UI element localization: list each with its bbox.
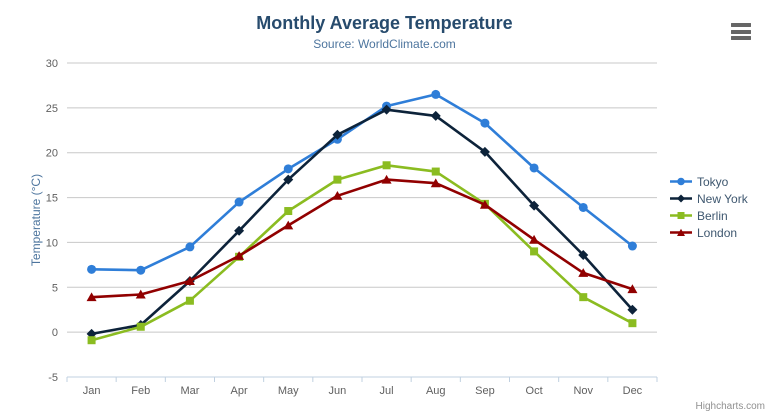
data-point-london[interactable]: [479, 199, 490, 209]
data-point-london[interactable]: [430, 178, 441, 188]
data-point-london[interactable]: [184, 276, 195, 286]
data-point-new-york[interactable]: [381, 104, 392, 115]
data-point-tokyo[interactable]: [283, 164, 293, 174]
export-menu-button[interactable]: [728, 20, 754, 43]
data-point-tokyo[interactable]: [578, 202, 588, 212]
data-point-berlin[interactable]: [431, 167, 440, 176]
data-point-new-york[interactable]: [332, 129, 343, 140]
series-line-new-york[interactable]: [90, 108, 634, 336]
legend-item-london[interactable]: London: [670, 224, 748, 241]
legend: Tokyo New York Berlin London: [670, 173, 748, 241]
legend-item-tokyo[interactable]: Tokyo: [670, 173, 748, 190]
y-axis-label: 10: [46, 237, 58, 249]
x-axis-label: Feb: [131, 385, 150, 397]
data-point-london[interactable]: [283, 220, 294, 230]
data-point-tokyo[interactable]: [136, 265, 146, 275]
x-axis-label: Oct: [526, 385, 543, 397]
data-point-london[interactable]: [529, 234, 540, 244]
data-point-berlin[interactable]: [136, 322, 145, 331]
hamburger-icon: [731, 23, 751, 40]
y-axis-label: 30: [46, 58, 58, 70]
y-axis-label: 25: [46, 103, 58, 115]
data-point-tokyo[interactable]: [529, 163, 539, 173]
data-point-new-york[interactable]: [627, 304, 638, 315]
x-axis-label: Sep: [475, 385, 495, 397]
legend-label: New York: [697, 191, 748, 206]
data-point-london[interactable]: [135, 289, 146, 299]
legend-marker-diamond-icon: [670, 194, 692, 203]
data-point-london[interactable]: [627, 284, 638, 294]
x-axis-label: Apr: [231, 385, 248, 397]
legend-label: Berlin: [697, 208, 728, 223]
y-axis-label: 15: [46, 193, 58, 205]
data-point-berlin[interactable]: [185, 296, 194, 305]
x-axis-label: Dec: [623, 385, 643, 397]
data-point-tokyo[interactable]: [185, 242, 195, 252]
data-point-london[interactable]: [234, 251, 245, 260]
y-axis-label: 0: [52, 327, 58, 339]
data-point-london[interactable]: [332, 190, 343, 200]
y-axis-label: 20: [46, 148, 58, 160]
data-point-berlin[interactable]: [530, 247, 539, 256]
legend-marker-square-icon: [670, 212, 692, 219]
chart-title: Monthly Average Temperature: [256, 13, 513, 33]
data-point-berlin[interactable]: [628, 319, 637, 328]
y-axis-title: Temperature (°C): [29, 173, 43, 267]
data-point-new-york[interactable]: [578, 249, 589, 260]
data-point-new-york[interactable]: [479, 146, 490, 157]
data-point-new-york[interactable]: [430, 110, 441, 121]
x-axis-label: Nov: [573, 385, 593, 397]
data-point-berlin[interactable]: [87, 336, 96, 345]
data-point-berlin[interactable]: [333, 175, 342, 184]
legend-label: Tokyo: [697, 174, 729, 189]
data-point-london[interactable]: [381, 174, 392, 184]
x-axis-label: May: [278, 385, 299, 397]
legend-item-berlin[interactable]: Berlin: [670, 207, 748, 224]
data-point-tokyo[interactable]: [234, 197, 244, 207]
data-point-berlin[interactable]: [382, 161, 391, 170]
data-point-tokyo[interactable]: [431, 89, 441, 99]
data-point-london[interactable]: [86, 292, 97, 302]
x-axis-label: Jun: [329, 385, 347, 397]
data-point-new-york[interactable]: [234, 225, 245, 236]
data-point-berlin[interactable]: [284, 207, 293, 216]
data-point-new-york[interactable]: [529, 200, 540, 211]
data-point-new-york[interactable]: [283, 174, 294, 185]
series-line-tokyo[interactable]: [90, 93, 634, 272]
data-point-london[interactable]: [578, 268, 589, 277]
x-axis-label: Jan: [83, 385, 101, 397]
data-point-tokyo[interactable]: [87, 264, 97, 274]
legend-item-new-york[interactable]: New York: [670, 190, 748, 207]
legend-label: London: [697, 225, 738, 240]
series-line-london[interactable]: [90, 178, 634, 299]
x-axis-label: Mar: [180, 385, 199, 397]
data-point-tokyo[interactable]: [627, 241, 637, 251]
credits-link[interactable]: Highcharts.com: [695, 401, 765, 412]
y-axis-label: 5: [52, 282, 58, 294]
series-line-berlin[interactable]: [90, 164, 634, 342]
chart-subtitle: Source: WorldClimate.com: [313, 37, 456, 51]
x-axis-label: Aug: [426, 385, 446, 397]
x-axis-label: Jul: [380, 385, 394, 397]
legend-marker-triangle-icon: [670, 228, 692, 236]
legend-marker-circle-icon: [670, 177, 692, 186]
data-point-berlin[interactable]: [579, 293, 588, 302]
data-point-tokyo[interactable]: [480, 118, 490, 128]
y-axis-label: -5: [48, 372, 58, 384]
